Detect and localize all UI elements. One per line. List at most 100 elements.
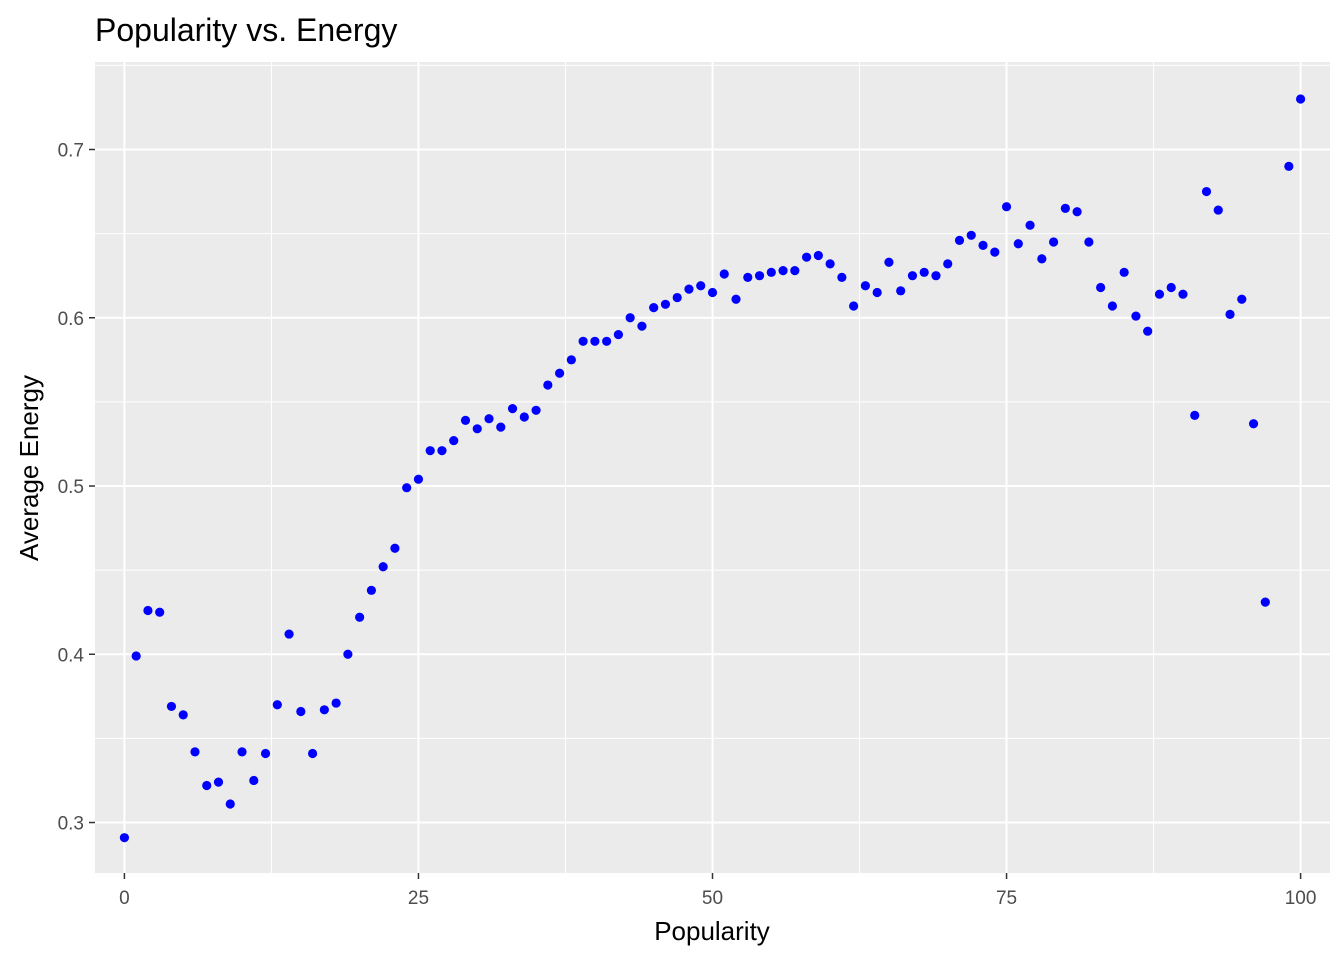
data-point bbox=[1225, 309, 1235, 319]
data-point bbox=[202, 780, 212, 791]
data-point bbox=[1143, 326, 1153, 336]
data-point bbox=[1154, 289, 1165, 299]
data-point bbox=[778, 266, 788, 276]
y-tick-label: 0.5 bbox=[58, 477, 84, 498]
data-point bbox=[696, 281, 706, 291]
data-point bbox=[672, 292, 682, 303]
data-point bbox=[178, 710, 188, 720]
data-point bbox=[860, 281, 871, 291]
data-point bbox=[602, 336, 612, 346]
data-point bbox=[578, 336, 588, 346]
x-tick-label: 75 bbox=[996, 888, 1017, 909]
y-tick-label: 0.7 bbox=[58, 140, 84, 161]
data-point bbox=[307, 748, 318, 759]
data-point bbox=[437, 446, 447, 456]
x-tick-label: 50 bbox=[702, 888, 723, 909]
data-point bbox=[613, 329, 624, 340]
x-tick-label: 25 bbox=[408, 888, 429, 909]
data-point bbox=[378, 562, 388, 572]
data-point bbox=[519, 412, 529, 422]
data-point bbox=[119, 833, 130, 843]
data-point bbox=[531, 405, 541, 415]
data-point bbox=[919, 267, 929, 277]
data-point bbox=[249, 775, 259, 786]
data-point bbox=[1013, 239, 1023, 249]
data-point bbox=[790, 266, 800, 276]
data-point bbox=[684, 284, 694, 294]
data-point bbox=[1072, 207, 1082, 217]
data-point bbox=[1190, 410, 1200, 420]
data-point bbox=[237, 747, 247, 757]
data-point bbox=[460, 415, 471, 425]
data-point bbox=[331, 698, 341, 708]
data-point bbox=[813, 250, 823, 261]
data-point bbox=[707, 287, 718, 298]
x-tick-label: 100 bbox=[1285, 888, 1317, 909]
y-tick-label: 0.4 bbox=[58, 645, 85, 666]
data-point bbox=[1178, 289, 1188, 299]
chart-title: Popularity vs. Energy bbox=[95, 12, 397, 48]
data-point bbox=[660, 299, 671, 309]
data-point bbox=[296, 706, 306, 717]
data-point bbox=[954, 235, 965, 245]
data-point bbox=[272, 700, 282, 710]
data-point bbox=[731, 294, 741, 304]
data-point bbox=[343, 649, 353, 659]
data-point bbox=[625, 313, 635, 323]
data-point bbox=[155, 607, 165, 617]
data-point bbox=[507, 404, 518, 414]
data-point bbox=[1060, 203, 1070, 213]
data-point bbox=[649, 303, 659, 313]
data-point bbox=[1166, 282, 1176, 293]
data-point bbox=[131, 651, 141, 661]
data-point bbox=[931, 271, 941, 281]
data-point bbox=[754, 271, 765, 281]
data-point bbox=[1119, 267, 1129, 277]
x-axis-title: Popularity bbox=[654, 916, 770, 946]
data-point bbox=[260, 748, 271, 759]
data-point bbox=[743, 272, 753, 282]
data-point bbox=[1025, 220, 1035, 230]
data-point bbox=[1295, 94, 1306, 104]
data-point bbox=[719, 269, 729, 279]
data-point bbox=[1201, 186, 1212, 197]
data-point bbox=[166, 701, 177, 712]
data-point bbox=[590, 336, 600, 346]
data-point bbox=[1096, 282, 1106, 293]
y-axis-title: Average Energy bbox=[14, 375, 44, 561]
data-point bbox=[943, 259, 953, 269]
x-axis: 0 25 50 75 100 bbox=[119, 873, 1316, 909]
data-point bbox=[1260, 597, 1270, 607]
data-point bbox=[225, 799, 235, 809]
data-point bbox=[143, 605, 153, 616]
data-point bbox=[319, 705, 329, 715]
data-point bbox=[425, 446, 435, 456]
data-point bbox=[1284, 161, 1294, 171]
data-point bbox=[884, 257, 894, 267]
data-point bbox=[554, 368, 565, 378]
data-point bbox=[1048, 237, 1059, 247]
data-point bbox=[825, 259, 835, 269]
data-point bbox=[966, 230, 976, 240]
data-point bbox=[1131, 311, 1141, 321]
data-point bbox=[1084, 237, 1094, 247]
data-point bbox=[355, 612, 365, 622]
data-point bbox=[1001, 202, 1012, 212]
data-point bbox=[1248, 419, 1259, 429]
data-point bbox=[837, 272, 847, 282]
data-point bbox=[366, 585, 377, 595]
data-points bbox=[119, 94, 1306, 843]
data-point bbox=[978, 240, 988, 251]
data-point bbox=[472, 424, 482, 434]
data-point bbox=[1213, 205, 1223, 215]
x-tick-label: 0 bbox=[119, 888, 130, 909]
data-point bbox=[849, 301, 859, 311]
data-point bbox=[190, 747, 200, 757]
data-point bbox=[907, 271, 918, 281]
data-point bbox=[284, 629, 294, 639]
y-axis: 0.3 0.4 0.5 0.6 0.7 bbox=[58, 140, 95, 835]
y-tick-label: 0.3 bbox=[58, 814, 84, 835]
data-point bbox=[801, 252, 812, 262]
data-point bbox=[637, 321, 647, 331]
